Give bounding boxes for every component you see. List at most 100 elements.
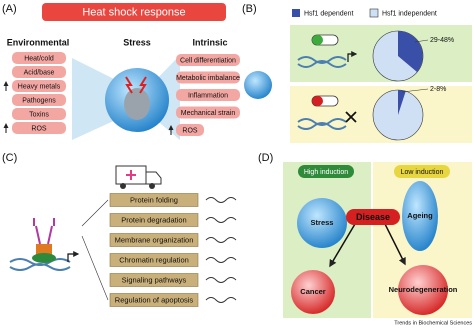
dna-icon xyxy=(297,56,347,68)
column-heading: Stress xyxy=(123,37,151,47)
head-icon xyxy=(124,88,150,120)
panel-label: (A) xyxy=(2,3,17,15)
arrow xyxy=(347,51,358,62)
legend-entry: Hsf1 dependent xyxy=(304,10,353,17)
stressor-label: ROS xyxy=(182,127,198,134)
column-heading: Intrinsic xyxy=(192,37,227,47)
node-label: Cancer xyxy=(300,287,326,296)
arrow xyxy=(67,251,80,262)
function-icon xyxy=(205,257,237,263)
function-label: Chromatin regulation xyxy=(119,255,189,264)
truck-icon xyxy=(126,170,136,180)
pill xyxy=(394,165,450,178)
function-box xyxy=(109,273,199,287)
function-box xyxy=(109,213,199,227)
node-label: Neurodegeneration xyxy=(389,285,458,294)
pill xyxy=(346,209,400,225)
legend-entry: Hsf1 independent xyxy=(382,10,437,17)
pie-slice xyxy=(398,89,406,115)
function-box xyxy=(109,253,199,267)
function-list: Protein folding Protein degradation Membra… xyxy=(109,193,237,307)
environmental-list: Heat/cold Acid/base Heavy metals Pathogens T… xyxy=(3,52,66,134)
panel-label: (C) xyxy=(2,152,17,164)
stressor-box xyxy=(12,80,66,92)
pie-slice xyxy=(398,31,423,72)
cross-icon xyxy=(345,111,357,123)
bracket-line xyxy=(81,199,109,301)
dna-icon xyxy=(9,258,71,271)
annotation: 2-8% xyxy=(430,86,446,93)
function-icon xyxy=(205,237,237,243)
stressor-box xyxy=(176,89,240,101)
function-label: Signaling pathways xyxy=(122,275,187,284)
stressor-box xyxy=(12,52,66,64)
stressor-box xyxy=(12,108,66,120)
intrinsic-list: Cell differentiation Metabolic imbalance I… xyxy=(168,54,240,136)
region-label: Low induction xyxy=(401,169,444,176)
stressor-box xyxy=(12,122,66,134)
node xyxy=(402,181,438,251)
truck-icon xyxy=(120,183,126,189)
function-icon xyxy=(205,217,237,223)
function-label: Protein folding xyxy=(130,195,178,204)
stressor-label: Heavy metals xyxy=(18,83,61,90)
hsf1-icon xyxy=(312,35,323,45)
node-label: Stress xyxy=(311,218,334,227)
stressor-box xyxy=(176,54,240,66)
function-icon xyxy=(205,297,237,303)
stressor-box xyxy=(12,94,66,106)
column-heading: Environmental xyxy=(7,37,70,47)
cell-icon xyxy=(244,71,272,99)
lightning-icon xyxy=(125,76,147,94)
leader-line xyxy=(401,88,429,93)
region-label: High induction xyxy=(304,169,348,176)
function-box xyxy=(109,293,199,307)
node-label: Ageing xyxy=(407,211,433,220)
legend-swatch xyxy=(292,9,300,17)
stressor-label: Mechanical strain xyxy=(181,110,236,117)
panel-label: (B) xyxy=(242,3,257,15)
pill xyxy=(298,165,354,178)
node xyxy=(291,270,335,314)
panel-title: Heat shock response xyxy=(82,6,185,18)
function-label: Protein degradation xyxy=(121,215,186,224)
leader-line xyxy=(414,39,429,43)
protein-icon xyxy=(32,253,56,263)
function-icon xyxy=(205,277,237,283)
stressor-label: ROS xyxy=(31,125,47,132)
stressor-label: Acid/base xyxy=(24,69,55,76)
node xyxy=(398,265,448,315)
function-box xyxy=(109,193,199,207)
panel-label: (D) xyxy=(258,152,273,164)
funnel-left xyxy=(72,58,120,140)
stressor-box xyxy=(176,71,240,84)
legend-swatch xyxy=(369,8,379,18)
stressor-label: Pathogens xyxy=(22,97,56,104)
stressor-box xyxy=(176,124,204,136)
title-bar xyxy=(42,3,226,21)
stressor-box xyxy=(176,106,240,119)
node xyxy=(297,198,347,248)
arrow xyxy=(329,223,356,268)
node-label: Disease xyxy=(356,212,390,222)
stressor-label: Toxins xyxy=(29,111,49,118)
stressor-label: Inflammation xyxy=(188,92,228,99)
protein-icon xyxy=(33,218,55,245)
truck-icon xyxy=(145,171,162,185)
stressor-label: Cell differentiation xyxy=(180,57,236,64)
annotation: 29-48% xyxy=(430,37,454,44)
footer: Trends in Biochemical Sciences xyxy=(394,320,472,326)
function-icon xyxy=(205,197,237,203)
stressor-label: Metabolic imbalance xyxy=(176,75,240,82)
truck-icon xyxy=(149,183,155,189)
stressor-box xyxy=(12,66,66,78)
arrow xyxy=(384,223,406,266)
hsf1-icon xyxy=(312,96,323,106)
function-label: Membrane organization xyxy=(115,235,194,244)
function-label: Regulation of apoptosis xyxy=(115,295,194,304)
function-box xyxy=(109,233,199,247)
dna-icon xyxy=(297,118,347,130)
